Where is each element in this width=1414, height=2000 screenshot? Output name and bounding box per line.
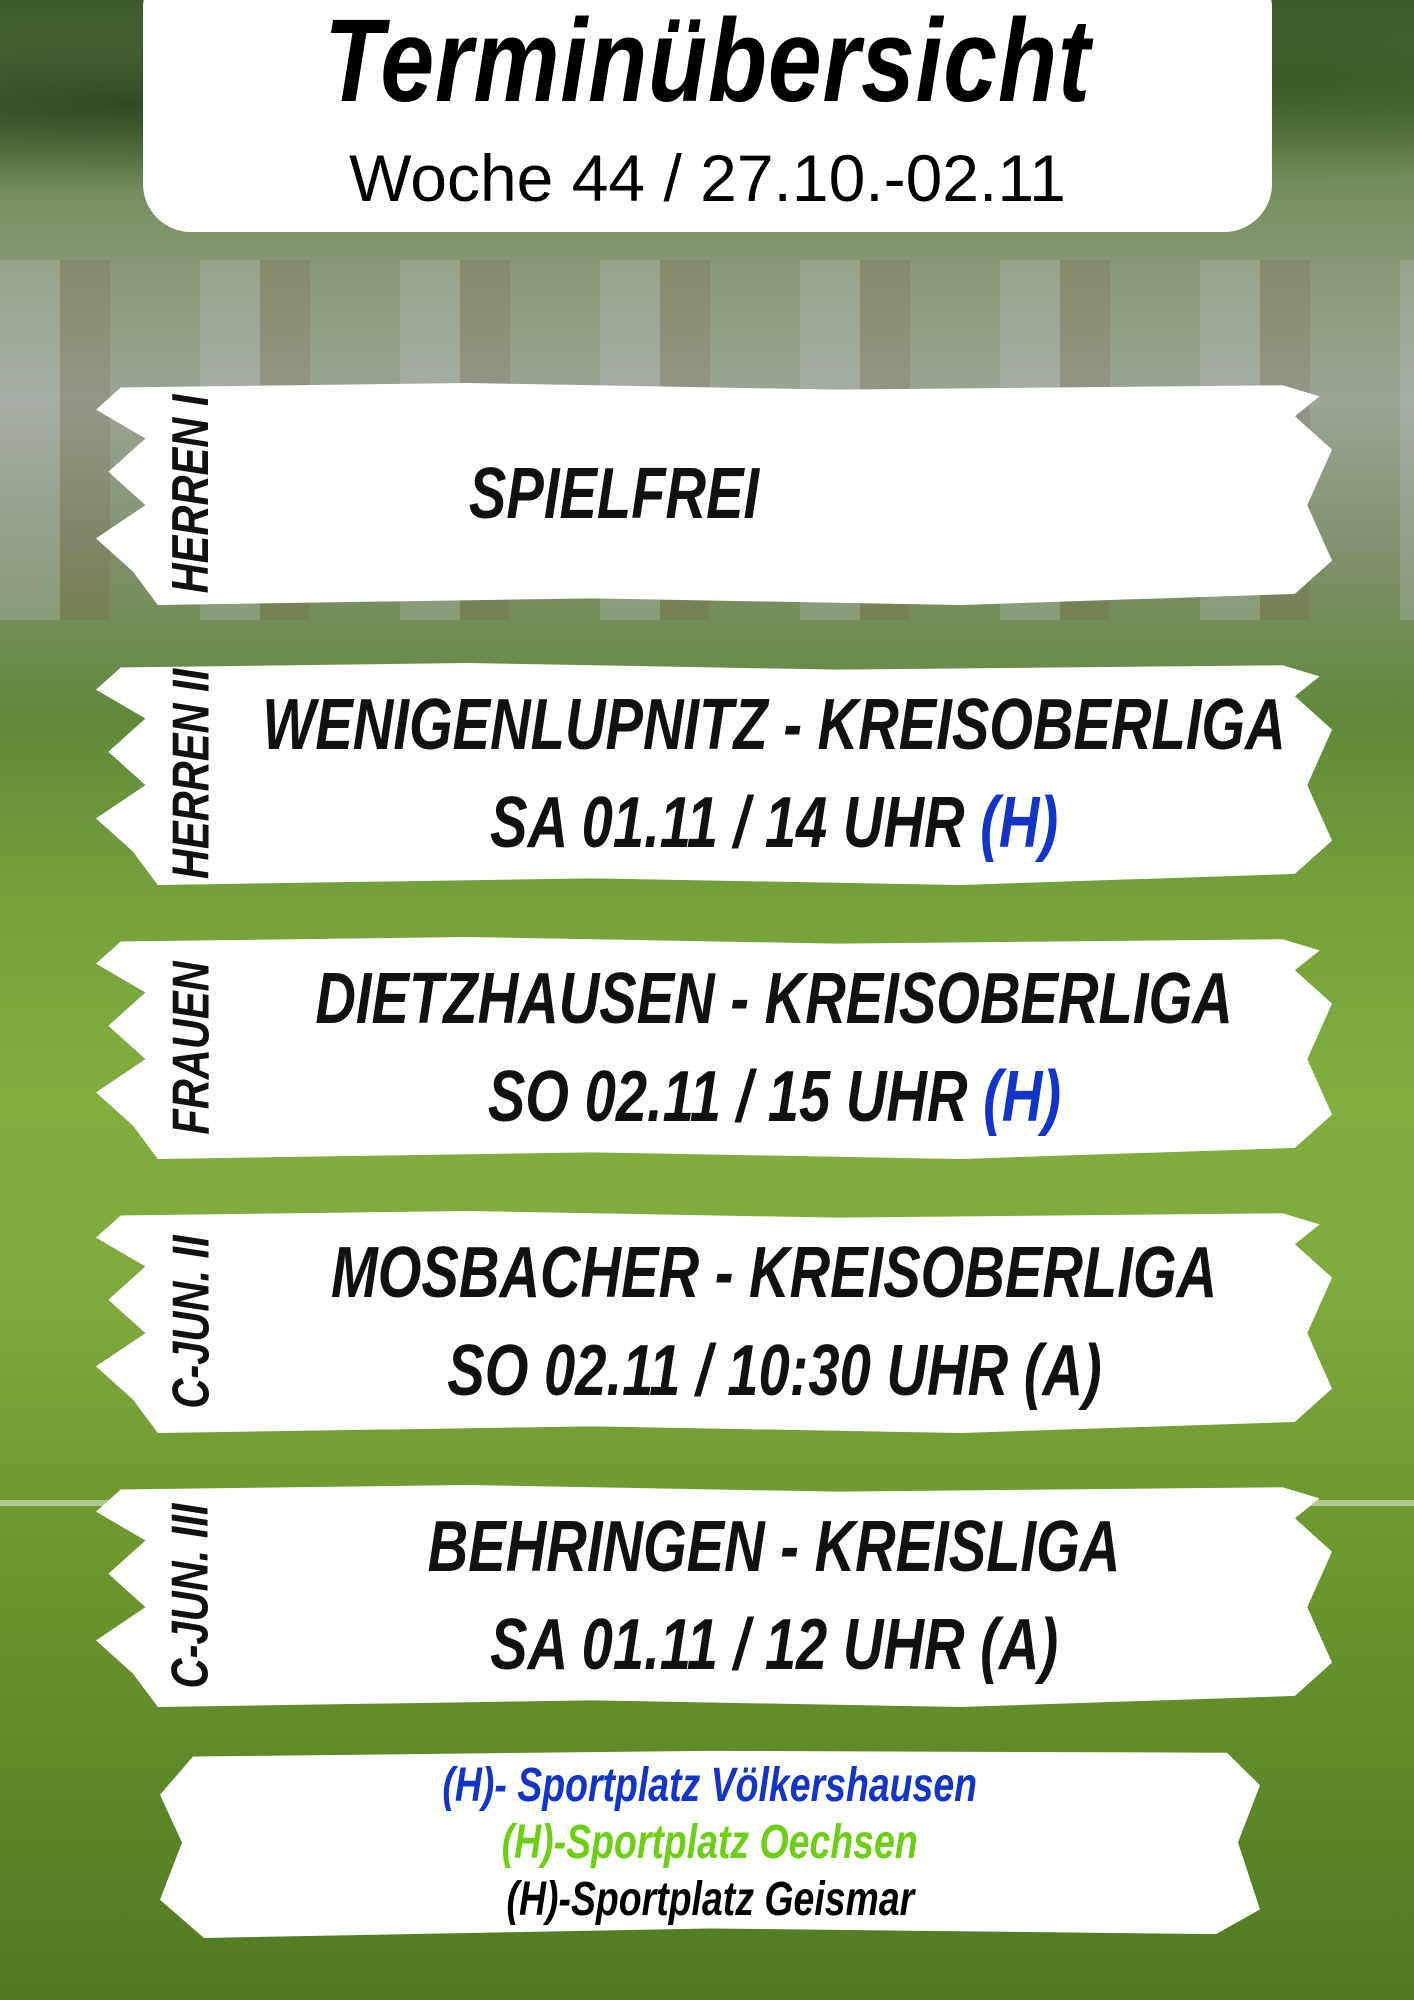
team-label: HERREN II [162,668,221,880]
match-title: MOSBACHER - KREISOBERLIGA [330,1233,1218,1313]
team-label: C-JUN. III [162,1503,221,1689]
legend-item-oechsen: (H)-Sportplatz Oechsen [501,1816,919,1869]
team-label: C-JUN. II [162,1235,220,1409]
header-card: Terminübersicht Woche 44 / 27.10.-02.11 [143,0,1272,232]
match-time: SA 01.11 / 14 UHR [489,783,965,863]
match-time: SA 01.11 / 12 UHR [489,1605,965,1685]
week-subtitle: Woche 44 / 27.10.-02.11 [349,141,1066,215]
match-row-frauen: FRAUEN DIETZHAUSEN - KREISOBERLIGA SO 02… [96,937,1332,1159]
venue-badge: (A) [1023,1331,1102,1411]
match-title: DIETZHAUSEN - KREISOBERLIGA [315,959,1233,1039]
match-row-c-jun-2: C-JUN. II MOSBACHER - KREISOBERLIGA SO 0… [96,1211,1332,1433]
match-row-c-jun-3: C-JUN. III BEHRINGEN - KREISLIGA SA 01.1… [96,1485,1332,1707]
venue-legend: (H)- Sportplatz Völkershausen (H)-Sportp… [160,1750,1260,1938]
match-title: BEHRINGEN - KREISLIGA [427,1507,1121,1587]
legend-item-voelkershausen: (H)- Sportplatz Völkershausen [442,1759,978,1812]
match-time: SO 02.11 / 15 UHR [487,1057,968,1137]
match-time: SO 02.11 / 10:30 UHR [446,1331,1008,1411]
venue-badge: (H) [982,1057,1061,1137]
page-title: Terminübersicht [324,0,1091,127]
venue-badge: (A) [980,1605,1059,1685]
legend-item-geismar: (H)-Sportplatz Geismar [506,1873,914,1926]
match-title: WENIGENLUPNITZ - KREISOBERLIGA [262,685,1286,765]
match-row-herren-1: HERREN I SPIELFREI [96,383,1332,605]
match-title: SPIELFREI [468,454,760,534]
match-row-herren-2: HERREN II WENIGENLUPNITZ - KREISOBERLIGA… [96,663,1332,885]
team-label: FRAUEN [162,961,221,1135]
venue-badge: (H) [980,783,1059,863]
